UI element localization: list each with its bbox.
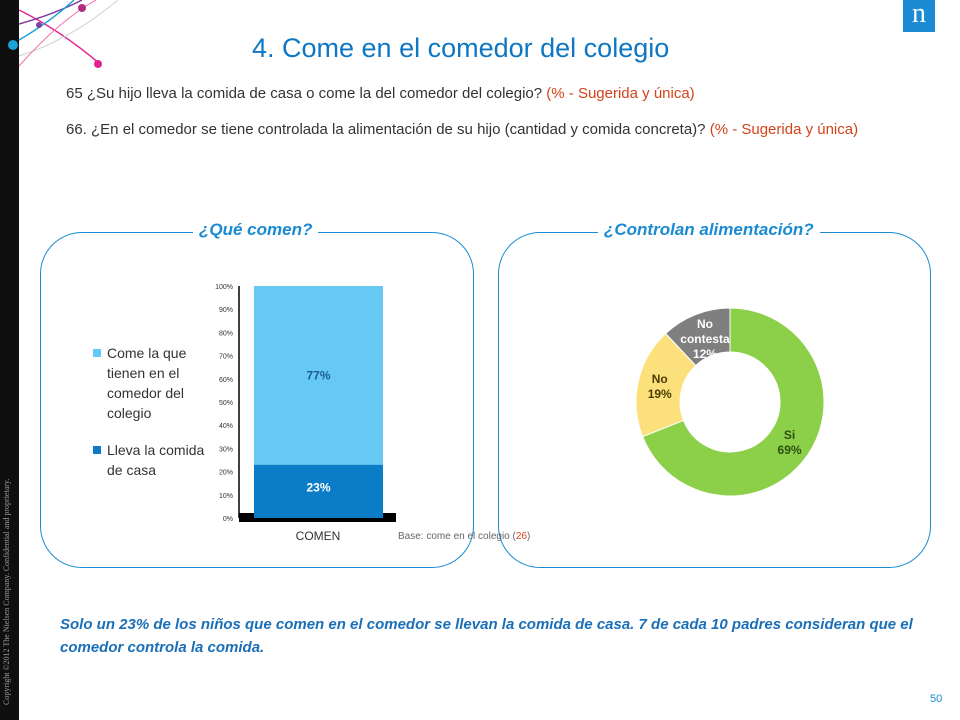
donut-chart: Si 69% No 19% No contesta 12% [620,295,840,520]
bar-segment-comedor [254,286,383,465]
slice-si [641,307,825,497]
page-number: 50 [930,693,943,705]
question-66-note: (% - Sugerida y única) [709,121,859,138]
y-tick-label: 70% [219,354,233,361]
base-note-text: Base: come en el colegio ( [398,531,516,542]
slice-si-label: Si [784,428,795,442]
base-note-close: ) [526,531,531,542]
y-tick-label: 30% [219,446,233,453]
copyright-text: Copyright ©2012 The Nielsen Company. Con… [2,478,11,705]
slice-no-contesta-label: contesta [680,332,730,346]
question-65: 65 ¿Su hijo lleva la comida de casa o co… [66,83,926,104]
slice-no-contesta-label: No [697,317,713,331]
bar-chart-svg: 0% 10% 20% 30% 40% 50% 60% 70% 80% 90% 100% 23% 77… [215,284,396,543]
legend-item-casa: Lleva la comida de casa [93,440,213,480]
x-category-label: COMEN [296,529,341,543]
y-tick-label: 50% [219,400,233,407]
question-65-text: 65 ¿Su hijo lleva la comida de casa o co… [66,85,543,102]
base-note: Base: come en el colegio (26) [398,531,530,542]
left-strip [0,0,19,720]
base-note-count: 26 [515,531,527,542]
legend-label-casa: Lleva la comida de casa [107,442,205,478]
legend-swatch-casa [93,446,101,454]
conclusion-text: Solo un 23% de los niños que comen en el… [60,616,913,656]
question-65-note: (% - Sugerida y única) [546,85,695,102]
question-66: 66. ¿En el comedor se tiene controlada l… [66,119,916,140]
legend-item-comedor: Come la que tienen en el comedor del col… [93,343,213,423]
y-tick-label: 10% [219,493,233,500]
y-tick-label: 60% [219,377,233,384]
y-tick-label: 40% [219,423,233,430]
legend-swatch-comedor [93,349,101,357]
slice-no-contesta [664,307,731,367]
page-title: 4. Come en el comedor del colegio [252,33,670,63]
slice-no-contesta-label: 12% [693,347,717,361]
y-tick-label: 90% [219,307,233,314]
slice-no-label: 19% [648,387,672,401]
y-tick-label: 0% [223,516,233,523]
bar-segment-casa [254,464,383,518]
decorative-lines [8,0,119,68]
y-tick-label: 80% [219,330,233,337]
question-66-text: 66. ¿En el comedor se tiene controlada l… [66,121,706,138]
panel-title-que-comen: ¿Qué comen? [193,220,319,240]
y-tick-label: 20% [219,470,233,477]
slice-si-label: 69% [778,443,802,457]
nielsen-logo: n [903,0,935,32]
y-tick-label: 100% [215,284,233,291]
bar-label-casa: 23% [306,480,330,494]
bar-chart: 0% 10% 20% 30% 40% 50% 60% 70% 80% 90% 100% 23% 77… [185,275,400,555]
panel-title-controlan: ¿Controlan alimentación? [598,220,820,240]
legend-label-comedor: Come la que tienen en el comedor del col… [107,345,187,421]
bar-legend: Come la que tienen en el comedor del col… [93,343,213,480]
slice-no-label: No [652,372,668,386]
bar-label-comedor: 77% [306,368,330,382]
